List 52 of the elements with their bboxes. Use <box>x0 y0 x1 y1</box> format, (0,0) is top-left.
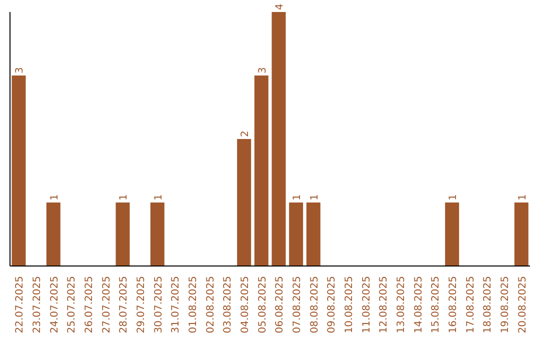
x-tick-label: 13.08.2025 <box>396 276 407 334</box>
x-tick-label: 22.07.2025 <box>14 276 26 334</box>
bar <box>150 202 164 266</box>
x-tick-label: 01.08.2025 <box>188 276 199 334</box>
bar <box>237 139 252 266</box>
x-tick-label: 09.08.2025 <box>326 276 338 334</box>
bar <box>445 202 460 266</box>
data-label: 1 <box>309 194 320 200</box>
x-tick-label: 12.08.2025 <box>378 276 390 334</box>
data-label: 2 <box>240 130 252 137</box>
x-tick-label: 05.08.2025 <box>257 276 268 334</box>
bar <box>306 202 320 266</box>
bar <box>12 76 26 266</box>
x-tick-label: 15.08.2025 <box>430 276 442 334</box>
x-tick-label: 28.07.2025 <box>118 276 130 334</box>
data-label: 1 <box>118 194 130 200</box>
x-tick-label: 23.07.2025 <box>32 276 43 334</box>
data-label: 4 <box>274 4 286 10</box>
bar <box>116 202 130 266</box>
bar <box>289 202 304 266</box>
x-tick-label: 03.08.2025 <box>222 276 234 334</box>
data-label: 1 <box>448 194 460 200</box>
x-tick-label: 26.07.2025 <box>84 276 95 334</box>
x-tick-label: 27.07.2025 <box>101 276 112 334</box>
x-tick-label: 20.08.2025 <box>517 276 528 334</box>
x-tick-label: 08.08.2025 <box>309 276 320 334</box>
bar <box>514 202 528 266</box>
x-tick-label: 25.07.2025 <box>66 276 78 334</box>
data-label: 3 <box>14 67 26 74</box>
data-label: 1 <box>153 194 164 200</box>
bar <box>46 202 60 266</box>
data-label: 1 <box>292 194 304 200</box>
x-tick-label: 06.08.2025 <box>274 276 286 334</box>
x-tick-label: 14.08.2025 <box>413 276 424 334</box>
x-tick-label: 11.08.2025 <box>361 276 372 334</box>
bar <box>272 12 286 266</box>
x-tick-label: 30.07.2025 <box>153 276 164 334</box>
data-label: 1 <box>49 194 60 200</box>
x-tick-label: 10.08.2025 <box>344 276 355 334</box>
x-tick-label: 04.08.2025 <box>240 276 251 334</box>
x-tick-label: 17.08.2025 <box>465 276 476 334</box>
x-tick-label: 07.08.2025 <box>292 276 303 334</box>
x-tick-label: 18.08.2025 <box>482 276 494 334</box>
data-label: 1 <box>517 194 528 200</box>
bar <box>254 76 268 266</box>
x-tick-label: 16.08.2025 <box>448 276 459 334</box>
x-tick-label: 19.08.2025 <box>500 276 511 334</box>
x-tick-label: 29.07.2025 <box>136 276 147 334</box>
x-tick-label: 02.08.2025 <box>205 276 216 334</box>
data-label: 3 <box>257 67 268 74</box>
x-tick-label: 31.07.2025 <box>170 276 182 334</box>
x-tick-label: 24.07.2025 <box>49 276 60 334</box>
